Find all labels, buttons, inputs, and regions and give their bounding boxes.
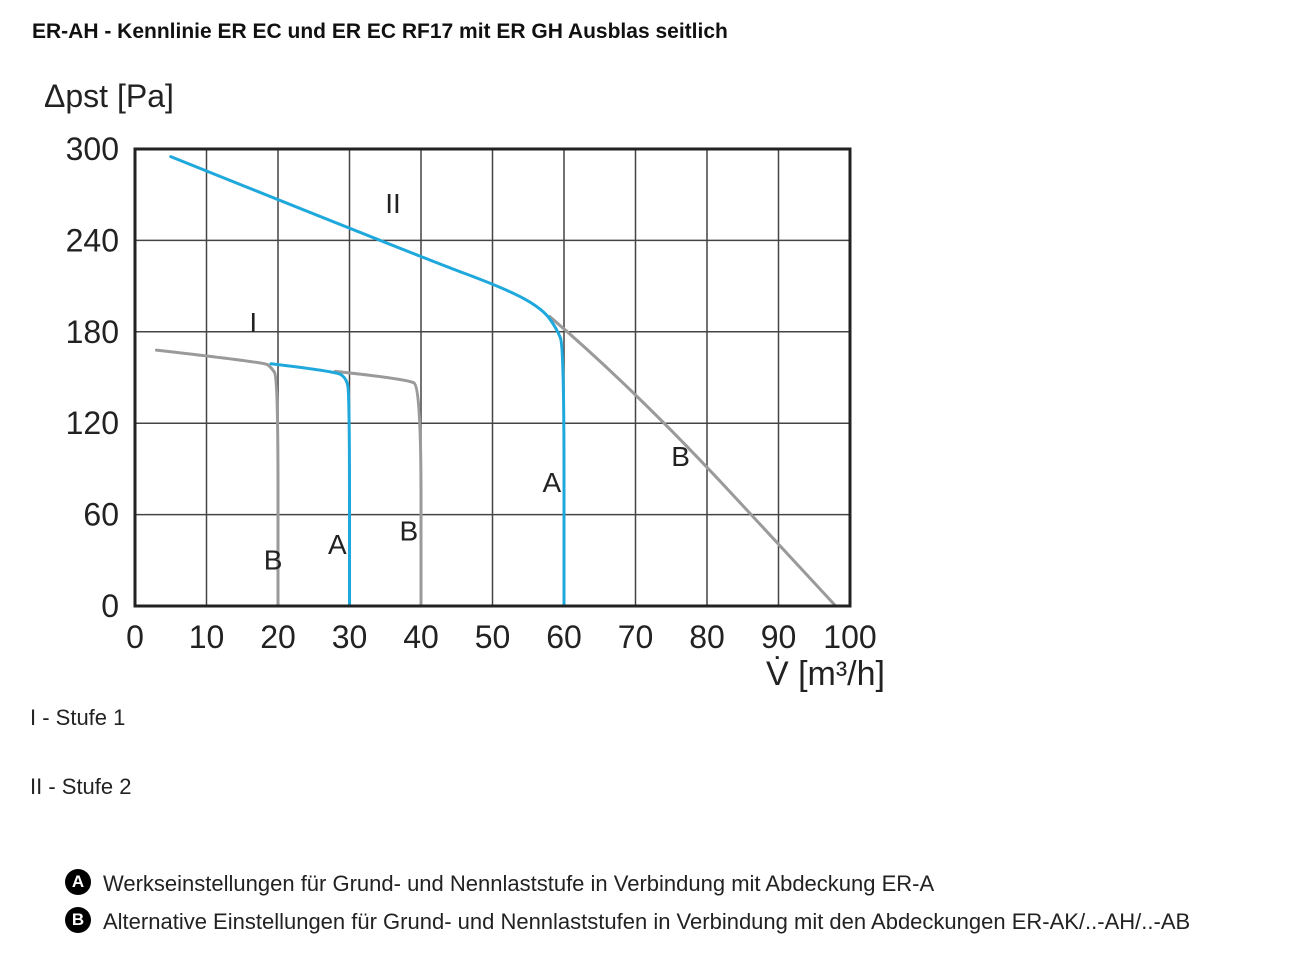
series-line-ii-a bbox=[169, 155, 566, 608]
page-title: ER-AH - Kennlinie ER EC und ER EC RF17 m… bbox=[32, 20, 728, 43]
curve-label-a: A bbox=[543, 467, 562, 498]
chart-ticks: 0 10 20 30 40 50 60 70 80 90 100 0 60 120 180 240 300 bbox=[66, 131, 877, 655]
x-tick-label: 0 bbox=[126, 619, 144, 655]
series-line-i-a bbox=[269, 362, 351, 608]
x-tick-label: 70 bbox=[618, 619, 654, 655]
note-a: A Werkseinstellungen für Grund- und Nenn… bbox=[65, 869, 935, 897]
y-tick-label: 300 bbox=[66, 131, 119, 167]
curve-label-b: B bbox=[400, 515, 419, 546]
badge-b-icon: B bbox=[65, 907, 91, 933]
y-tick-label: 0 bbox=[101, 588, 119, 624]
x-tick-label: 100 bbox=[823, 619, 876, 655]
chart-series bbox=[154, 155, 838, 608]
curve-label-a: A bbox=[328, 529, 347, 560]
y-tick-label: 180 bbox=[66, 314, 119, 350]
legend-stufe-2: II - Stufe 2 bbox=[30, 774, 132, 799]
x-tick-label: 90 bbox=[761, 619, 797, 655]
x-tick-label: 40 bbox=[403, 619, 439, 655]
x-tick-label: 50 bbox=[475, 619, 511, 655]
series-line-i-b bbox=[154, 348, 280, 608]
y-tick-label: 120 bbox=[66, 405, 119, 441]
curve-label-ii: II bbox=[385, 188, 401, 219]
x-tick-label: 30 bbox=[332, 619, 368, 655]
series-line-i-b bbox=[333, 369, 423, 608]
plot-frame bbox=[133, 147, 852, 608]
legend-stufe-1: I - Stufe 1 bbox=[30, 705, 126, 730]
x-tick-label: 10 bbox=[189, 619, 225, 655]
series-line-ii-b bbox=[548, 315, 838, 608]
y-tick-label: 240 bbox=[66, 222, 119, 258]
note-b: B Alternative Einstellungen für Grund- u… bbox=[65, 907, 1191, 935]
x-tick-label: 60 bbox=[546, 619, 582, 655]
curve-label-i: I bbox=[249, 307, 257, 338]
y-axis-label: Δpst [Pa] bbox=[44, 78, 174, 114]
note-b-text: Alternative Einstellungen für Grund- und… bbox=[103, 909, 1191, 934]
badge-a-icon: A bbox=[65, 869, 91, 895]
x-axis-label: V̇ [m³/h] bbox=[766, 655, 885, 693]
x-tick-label: 80 bbox=[689, 619, 725, 655]
chart-grid bbox=[135, 149, 850, 606]
x-tick-label: 20 bbox=[260, 619, 296, 655]
curve-label-b: B bbox=[264, 544, 283, 575]
y-tick-label: 60 bbox=[83, 497, 119, 533]
note-a-text: Werkseinstellungen für Grund- und Nennla… bbox=[103, 871, 935, 896]
curve-label-b: B bbox=[671, 441, 690, 472]
